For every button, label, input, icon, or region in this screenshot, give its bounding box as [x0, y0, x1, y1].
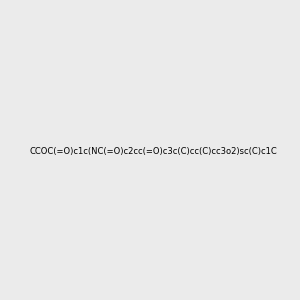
Text: CCOC(=O)c1c(NC(=O)c2cc(=O)c3c(C)cc(C)cc3o2)sc(C)c1C: CCOC(=O)c1c(NC(=O)c2cc(=O)c3c(C)cc(C)cc3… — [30, 147, 278, 156]
